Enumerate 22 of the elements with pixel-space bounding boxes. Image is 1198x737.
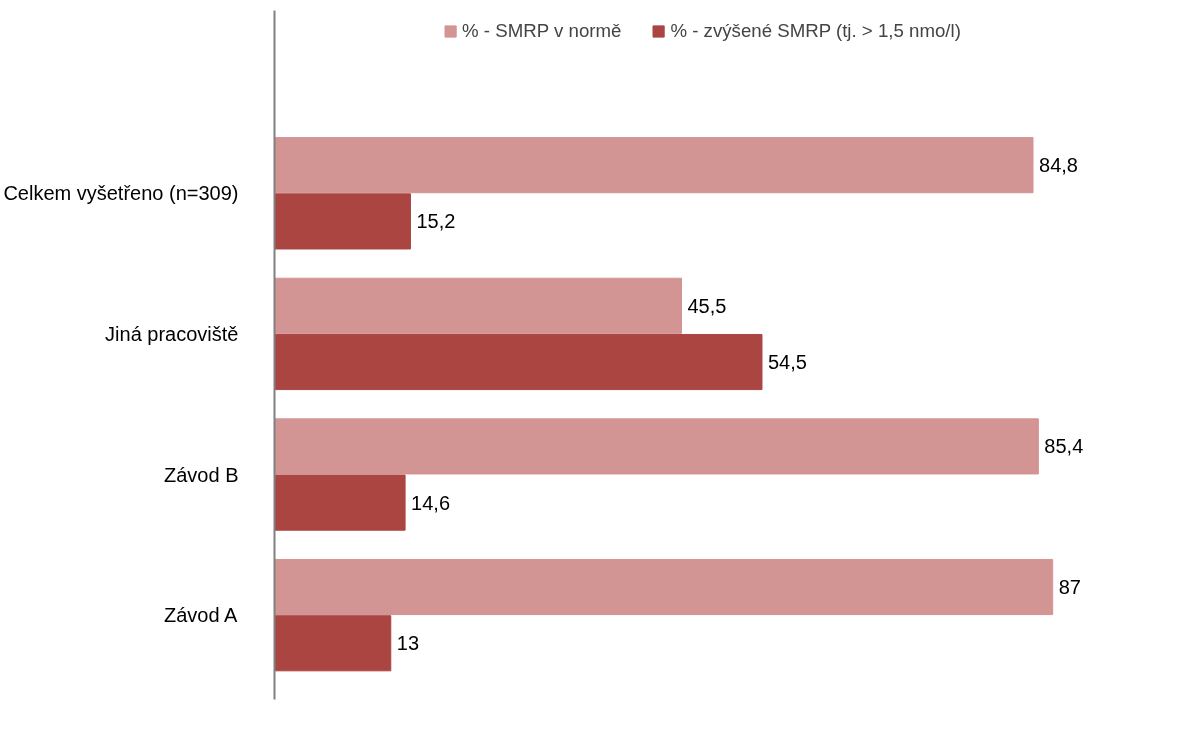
data-label: 14,6 — [411, 491, 451, 514]
y-tick-label: Jiná pracoviště — [105, 322, 239, 345]
data-label: 85,4 — [1044, 435, 1084, 458]
bar — [274, 474, 406, 531]
bar — [274, 615, 392, 672]
data-label: 87 — [1058, 576, 1081, 599]
data-label: 15,2 — [416, 210, 456, 233]
data-label: 84,8 — [1039, 154, 1078, 177]
bar — [274, 418, 1039, 475]
data-label: 13 — [396, 632, 420, 655]
y-tick-label: Závod B — [164, 463, 239, 486]
bar — [274, 277, 682, 334]
bar — [274, 558, 1054, 616]
bar — [274, 333, 763, 391]
y-tick-label: Závod A — [164, 604, 239, 627]
bar — [274, 137, 1034, 194]
y-tick-label: Celkem vyšetřeno (n=309) — [3, 182, 239, 205]
legend-label: % - zvýšené SMRP (tj. > 1,5 nmo/l) — [670, 20, 961, 42]
legend-label: % - SMRP v normě — [462, 20, 622, 42]
data-label: 54,5 — [767, 351, 807, 374]
data-label: 45,5 — [687, 294, 727, 317]
bar — [274, 193, 411, 250]
